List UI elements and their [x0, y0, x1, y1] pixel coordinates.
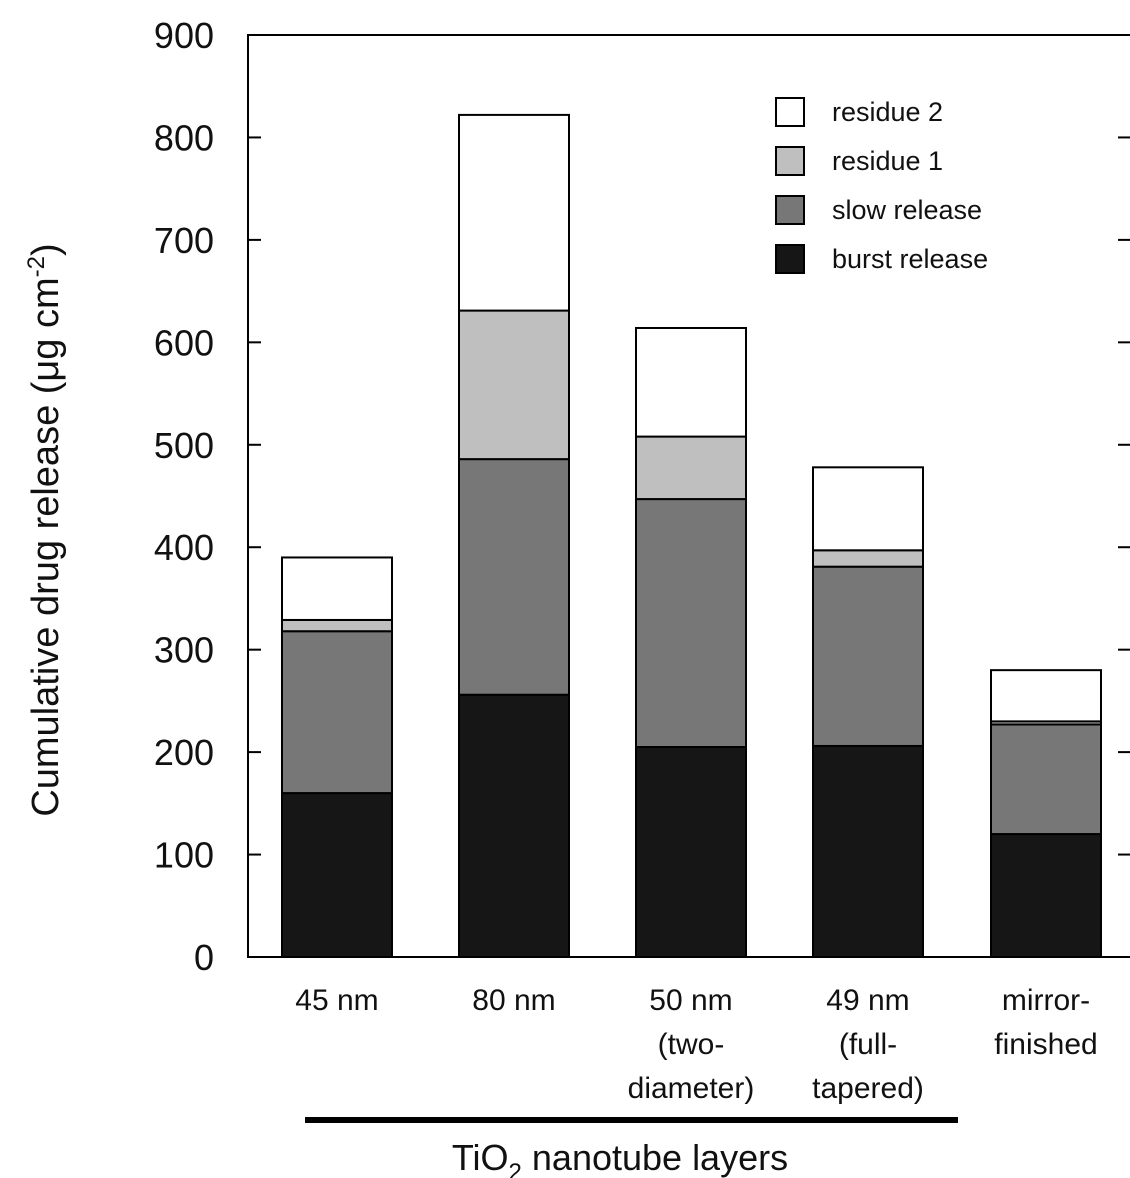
bar-segment-residue-2	[990, 669, 1102, 723]
x-category-label-line: 49 nm	[826, 984, 909, 1017]
bar-segment-slow-release	[812, 565, 924, 747]
y-tick-label: 500	[154, 425, 214, 466]
x-axis-labels: 45 nm 80 nm 50 nm (two-diameter) 49 nm (full-…	[295, 984, 1097, 1105]
x-category-label: 50 nm (two-diameter)	[628, 984, 755, 1105]
x-category-label-line: 80 nm	[472, 984, 555, 1017]
y-tick-label: 0	[194, 937, 214, 978]
group-title-rest: nanotube layers	[522, 1137, 788, 1178]
bar-segment-slow-release	[458, 458, 570, 696]
bar-segment-residue-1	[281, 618, 393, 633]
legend-label: residue 1	[832, 146, 943, 176]
x-category-label-line: mirror-	[1002, 984, 1090, 1017]
y-axis-title: Cumulative drug release (μg cm-2)	[23, 243, 67, 816]
x-category-label-line: 50 nm	[649, 984, 732, 1017]
legend-swatch	[775, 146, 805, 176]
group-title-main: TiO	[452, 1137, 509, 1178]
bar-segment-residue-2	[458, 113, 570, 312]
legend-label: slow release	[832, 195, 982, 225]
y-tick-label: 800	[154, 117, 214, 158]
bar-segment-burst-release	[281, 792, 393, 958]
y-axis: 0 100 200 300 400 500 600 700 800 900	[154, 15, 1130, 978]
bar-segment-residue-1	[812, 549, 924, 568]
x-category-label: 49 nm (full-tapered)	[812, 984, 924, 1105]
bar-segment-burst-release	[812, 744, 924, 958]
y-tick-label: 100	[154, 835, 214, 876]
bar-segment-burst-release	[458, 693, 570, 959]
bar-segment-burst-release	[990, 833, 1102, 958]
bars	[281, 113, 1102, 959]
y-tick-label: 400	[154, 527, 214, 568]
bar-segment-residue-2	[281, 556, 393, 621]
y-tick-label: 300	[154, 630, 214, 671]
bar-segment-slow-release	[990, 723, 1102, 836]
legend-swatch	[775, 195, 805, 225]
y-tick-label: 900	[154, 15, 214, 56]
bar-segment-slow-release	[281, 630, 393, 795]
y-tick-label: 700	[154, 220, 214, 261]
legend-swatch	[775, 97, 805, 127]
y-tick-label: 200	[154, 732, 214, 773]
x-category-label: 45 nm	[295, 984, 378, 1017]
x-category-label: mirror-finished	[994, 984, 1097, 1061]
x-category-label-line: finished	[994, 1028, 1097, 1061]
x-category-label-line: tapered)	[812, 1072, 924, 1105]
x-category-label-line: diameter)	[628, 1072, 755, 1105]
legend-label: burst release	[832, 244, 988, 274]
group-title-subscript: 2	[509, 1159, 522, 1178]
bar-segment-residue-2	[812, 466, 924, 552]
bar-segment-residue-2	[635, 326, 747, 438]
bar-segment-residue-1	[458, 309, 570, 461]
group-title: TiO2 nanotube layers	[452, 1137, 788, 1178]
x-category-label-line: 45 nm	[295, 984, 378, 1017]
legend-label: residue 2	[832, 97, 943, 127]
legend: residue 2 residue 1 slow release burst rele…	[775, 97, 988, 274]
x-category-label-line: (full-	[839, 1028, 897, 1061]
bar-segment-residue-1	[635, 435, 747, 501]
bar-segment-burst-release	[635, 745, 747, 958]
y-axis-title-superscript: -2	[23, 256, 50, 277]
y-axis-title-end: )	[25, 243, 67, 256]
x-category-label: 80 nm	[472, 984, 555, 1017]
y-axis-title-main: Cumulative drug release (μg cm	[25, 277, 67, 816]
y-tick-label: 600	[154, 322, 214, 363]
x-category-label-line: (two-	[658, 1028, 725, 1061]
bar-segment-slow-release	[635, 498, 747, 748]
legend-swatch	[775, 244, 805, 274]
